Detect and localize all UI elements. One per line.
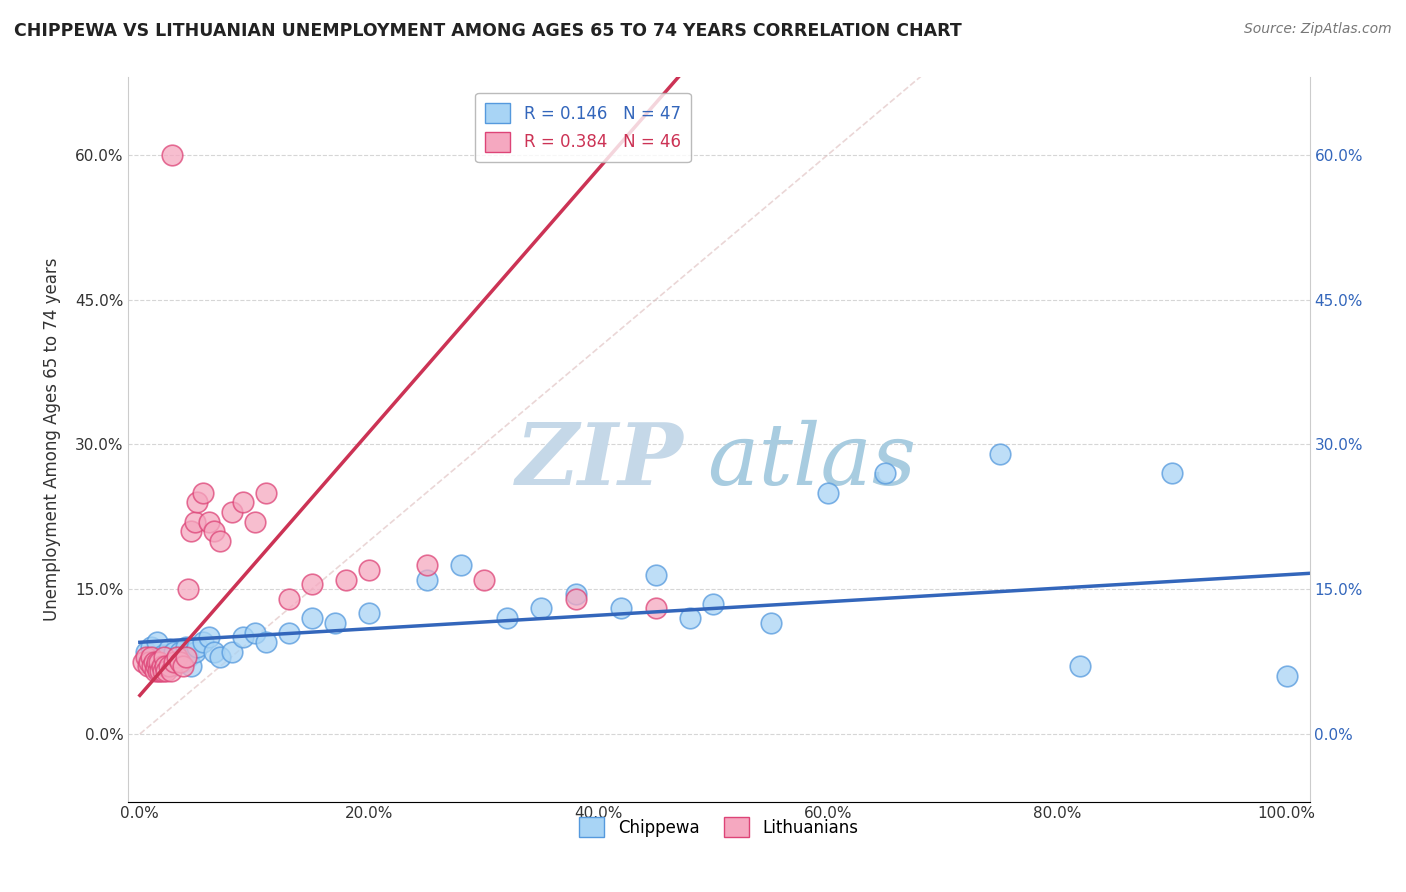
Point xyxy=(142,655,165,669)
Point xyxy=(142,649,165,664)
Point xyxy=(197,631,219,645)
Point xyxy=(180,659,202,673)
Point xyxy=(759,615,782,630)
Point xyxy=(277,591,299,606)
Point xyxy=(495,611,517,625)
Point xyxy=(153,649,176,664)
Point xyxy=(157,642,180,657)
Point xyxy=(184,515,207,529)
Point xyxy=(197,515,219,529)
Point xyxy=(136,659,159,673)
Point xyxy=(174,640,197,654)
Point xyxy=(209,649,232,664)
Point xyxy=(186,640,208,654)
Point xyxy=(301,577,323,591)
Point xyxy=(174,649,197,664)
Point xyxy=(160,659,183,673)
Point xyxy=(472,573,495,587)
Point xyxy=(202,645,225,659)
Point xyxy=(153,659,176,673)
Point xyxy=(1161,467,1184,481)
Point xyxy=(644,601,666,615)
Point xyxy=(359,563,381,577)
Point xyxy=(644,567,666,582)
Point xyxy=(817,485,839,500)
Point xyxy=(138,655,160,669)
Point xyxy=(186,495,208,509)
Point xyxy=(243,515,266,529)
Point xyxy=(202,524,225,539)
Point xyxy=(415,558,437,572)
Point xyxy=(277,625,299,640)
Point xyxy=(323,615,346,630)
Point xyxy=(221,645,243,659)
Point xyxy=(149,665,172,679)
Point xyxy=(610,601,633,615)
Point xyxy=(254,485,277,500)
Point xyxy=(702,597,724,611)
Point xyxy=(159,665,181,679)
Point xyxy=(141,640,163,654)
Point xyxy=(301,611,323,625)
Point xyxy=(415,573,437,587)
Point xyxy=(157,659,180,673)
Point xyxy=(148,665,170,679)
Point xyxy=(163,655,186,669)
Point xyxy=(135,645,157,659)
Point xyxy=(160,147,183,161)
Point xyxy=(152,648,174,662)
Point xyxy=(1069,659,1091,673)
Point xyxy=(875,467,897,481)
Point xyxy=(150,659,173,673)
Point xyxy=(254,635,277,649)
Point xyxy=(145,659,167,673)
Point xyxy=(232,631,254,645)
Point xyxy=(146,655,169,669)
Point xyxy=(184,645,207,659)
Point xyxy=(530,601,553,615)
Point xyxy=(177,582,200,596)
Point xyxy=(166,649,188,664)
Point xyxy=(143,665,166,679)
Point xyxy=(155,665,177,679)
Point xyxy=(221,505,243,519)
Point xyxy=(138,655,160,669)
Point xyxy=(152,665,174,679)
Point xyxy=(180,524,202,539)
Point xyxy=(243,625,266,640)
Point xyxy=(135,649,157,664)
Point xyxy=(335,573,357,587)
Point xyxy=(191,485,214,500)
Legend: Chippewa, Lithuanians: Chippewa, Lithuanians xyxy=(572,810,865,844)
Point xyxy=(359,607,381,621)
Y-axis label: Unemployment Among Ages 65 to 74 years: Unemployment Among Ages 65 to 74 years xyxy=(44,258,60,621)
Point xyxy=(172,655,194,669)
Point xyxy=(564,591,586,606)
Text: CHIPPEWA VS LITHUANIAN UNEMPLOYMENT AMONG AGES 65 TO 74 YEARS CORRELATION CHART: CHIPPEWA VS LITHUANIAN UNEMPLOYMENT AMON… xyxy=(14,22,962,40)
Point xyxy=(172,659,194,673)
Point xyxy=(153,651,176,665)
Point xyxy=(232,495,254,509)
Point xyxy=(450,558,472,572)
Point xyxy=(166,649,188,664)
Point xyxy=(177,649,200,664)
Text: ZIP: ZIP xyxy=(516,419,683,503)
Point xyxy=(209,533,232,548)
Point xyxy=(679,611,702,625)
Point xyxy=(988,447,1011,461)
Text: atlas: atlas xyxy=(707,420,917,502)
Point xyxy=(146,635,169,649)
Point xyxy=(132,655,155,669)
Point xyxy=(141,659,163,673)
Point xyxy=(149,655,172,669)
Point xyxy=(1275,669,1298,683)
Point xyxy=(163,645,186,659)
Point xyxy=(191,635,214,649)
Point xyxy=(141,649,163,664)
Point xyxy=(148,655,170,669)
Text: Source: ZipAtlas.com: Source: ZipAtlas.com xyxy=(1244,22,1392,37)
Point xyxy=(169,655,191,669)
Point xyxy=(564,587,586,601)
Point xyxy=(169,645,191,659)
